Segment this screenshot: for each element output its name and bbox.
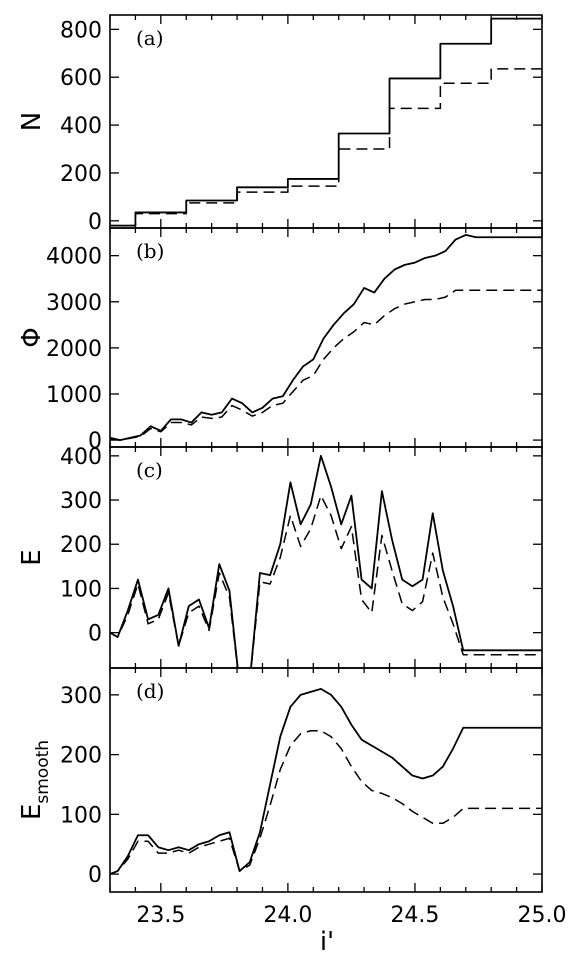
y-axis-label: E — [17, 549, 47, 565]
y-tick-label: 4000 — [46, 245, 102, 270]
series-line-solid — [110, 234, 542, 441]
y-tick-label: 800 — [60, 18, 102, 43]
panel-label: (c) — [136, 458, 163, 482]
y-tick-label: 600 — [60, 66, 102, 91]
y-tick-label: 300 — [60, 684, 102, 709]
y-tick-label: 0 — [88, 429, 102, 454]
series-line-dashed — [110, 494, 542, 668]
panel-label: (d) — [136, 679, 164, 703]
y-tick-label: 0 — [88, 210, 102, 235]
panel-frame — [109, 227, 543, 448]
y-tick-label: 200 — [60, 533, 102, 558]
series-line-solid — [110, 17, 542, 227]
y-axis-label: Esmooth — [17, 740, 53, 820]
y-tick-label: 400 — [60, 445, 102, 470]
x-tick-label: 25.0 — [518, 903, 567, 928]
panel-frame — [109, 446, 543, 669]
x-tick-label: 24.0 — [263, 903, 312, 928]
y-tick-label: 1000 — [46, 383, 102, 408]
y-axis-label-sub: smooth — [33, 740, 53, 804]
series-line-dashed — [110, 68, 542, 227]
x-axis-label: i' — [320, 927, 334, 957]
y-tick-label: 100 — [60, 577, 102, 602]
panel-d: 0 100 200 300 (d) Esmooth — [17, 667, 543, 893]
y-tick-label: 100 — [60, 803, 102, 828]
y-axis-label: Φ — [17, 327, 47, 347]
y-tick-label: 0 — [88, 863, 102, 888]
y-tick-label: 300 — [60, 489, 102, 514]
panel-label: (a) — [136, 26, 164, 50]
panel-frame — [109, 667, 543, 893]
panel-frame — [109, 14, 543, 229]
series-line-solid — [110, 688, 542, 875]
panel-a: 0 200 400 600 800 (a) N — [17, 14, 543, 235]
panel-label: (b) — [136, 239, 164, 263]
x-tick-label: 23.5 — [136, 903, 185, 928]
y-axis-label: N — [17, 112, 47, 131]
x-axis: i' 23.5 24.0 24.5 25.0 — [136, 903, 566, 957]
panel-c: 0 100 200 300 400 (c) E — [17, 445, 543, 669]
panel-b: 0 1000 2000 3000 4000 (b) Φ — [17, 227, 543, 454]
y-tick-label: 2000 — [46, 337, 102, 362]
y-tick-label: 200 — [60, 744, 102, 769]
y-tick-label: 3000 — [46, 291, 102, 316]
series-line-dashed — [110, 289, 542, 441]
y-tick-label: 0 — [88, 622, 102, 647]
x-tick-label: 24.5 — [390, 903, 439, 928]
series-line-solid — [110, 454, 542, 668]
series-line-dashed — [110, 729, 542, 875]
y-tick-label: 400 — [60, 114, 102, 139]
y-tick-label: 200 — [60, 162, 102, 187]
